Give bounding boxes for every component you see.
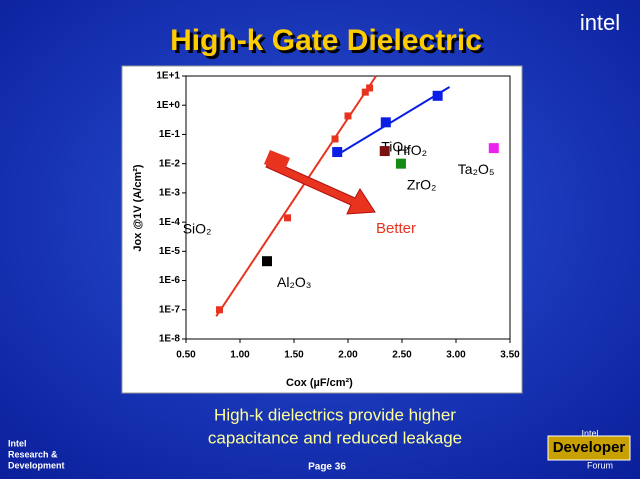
y-tick-label: 1E-1 (159, 129, 181, 140)
series-label: Al₂O₃ (277, 274, 311, 290)
point (284, 214, 292, 222)
point (379, 146, 390, 157)
arrow-tail (264, 150, 290, 172)
x-tick-label: 3.00 (446, 350, 466, 361)
x-tick-label: 2.50 (392, 350, 412, 361)
org: Research & (8, 449, 58, 459)
org: Intel (8, 438, 27, 448)
point (380, 117, 391, 128)
arrow (265, 159, 376, 215)
x-axis-label: Cox (µF/cm²) (286, 377, 353, 389)
forum-box (547, 435, 631, 461)
point (215, 306, 223, 314)
point (432, 90, 443, 101)
y-tick-label: 1E-4 (159, 217, 181, 228)
y-tick-label: 1E-7 (159, 304, 181, 315)
point (488, 143, 499, 154)
chart-title: High-k Gate Dielectric (170, 24, 482, 57)
point (332, 147, 343, 158)
title-shadow: High-k Gate Dielectric (173, 27, 485, 60)
series-label: SiO₂ (183, 220, 212, 236)
series-label: Ta₂O₅ (458, 161, 495, 177)
page-number: Page 36 (308, 462, 346, 473)
x-tick-label: 3.50 (500, 350, 520, 361)
y-tick-label: 1E-8 (159, 334, 181, 345)
point (331, 135, 339, 143)
x-tick-label: 1.50 (284, 350, 304, 361)
series-label: ZrO₂ (407, 176, 437, 192)
forum: Developer (553, 439, 626, 456)
x-tick-label: 0.50 (176, 350, 196, 361)
org: Development (8, 460, 65, 470)
y-tick-label: 1E-3 (159, 188, 181, 199)
logo: intel (580, 10, 620, 35)
caption: High-k dielectrics provide higher (214, 405, 456, 424)
y-tick-label: 1E-6 (159, 275, 181, 286)
x-tick-label: 1.00 (230, 350, 250, 361)
point (395, 158, 406, 169)
y-axis-label: Jox @1V (A/cm²) (132, 164, 144, 251)
y-tick-label: 1E-5 (159, 246, 181, 257)
point (262, 256, 272, 267)
y-tick-label: 1E+0 (156, 100, 180, 111)
point (366, 84, 374, 92)
series-label: HfO₂ (397, 142, 427, 158)
forum: Forum (587, 460, 613, 470)
y-tick-label: 1E-2 (159, 158, 181, 169)
fit-line (336, 86, 451, 156)
point (344, 112, 352, 120)
forum: Intel (581, 428, 598, 438)
plot: 1E-8 1E-7 1E-6 1E-5 1E-4 1E-3 1E-2 1E-1 1E+0 1E+1… (156, 71, 520, 361)
x-tick-label: 2.00 (338, 350, 358, 361)
caption: capacitance and reduced leakage (208, 428, 462, 447)
annotation: Better (376, 220, 416, 237)
point (361, 88, 369, 96)
y-tick-label: 1E+1 (156, 71, 180, 82)
